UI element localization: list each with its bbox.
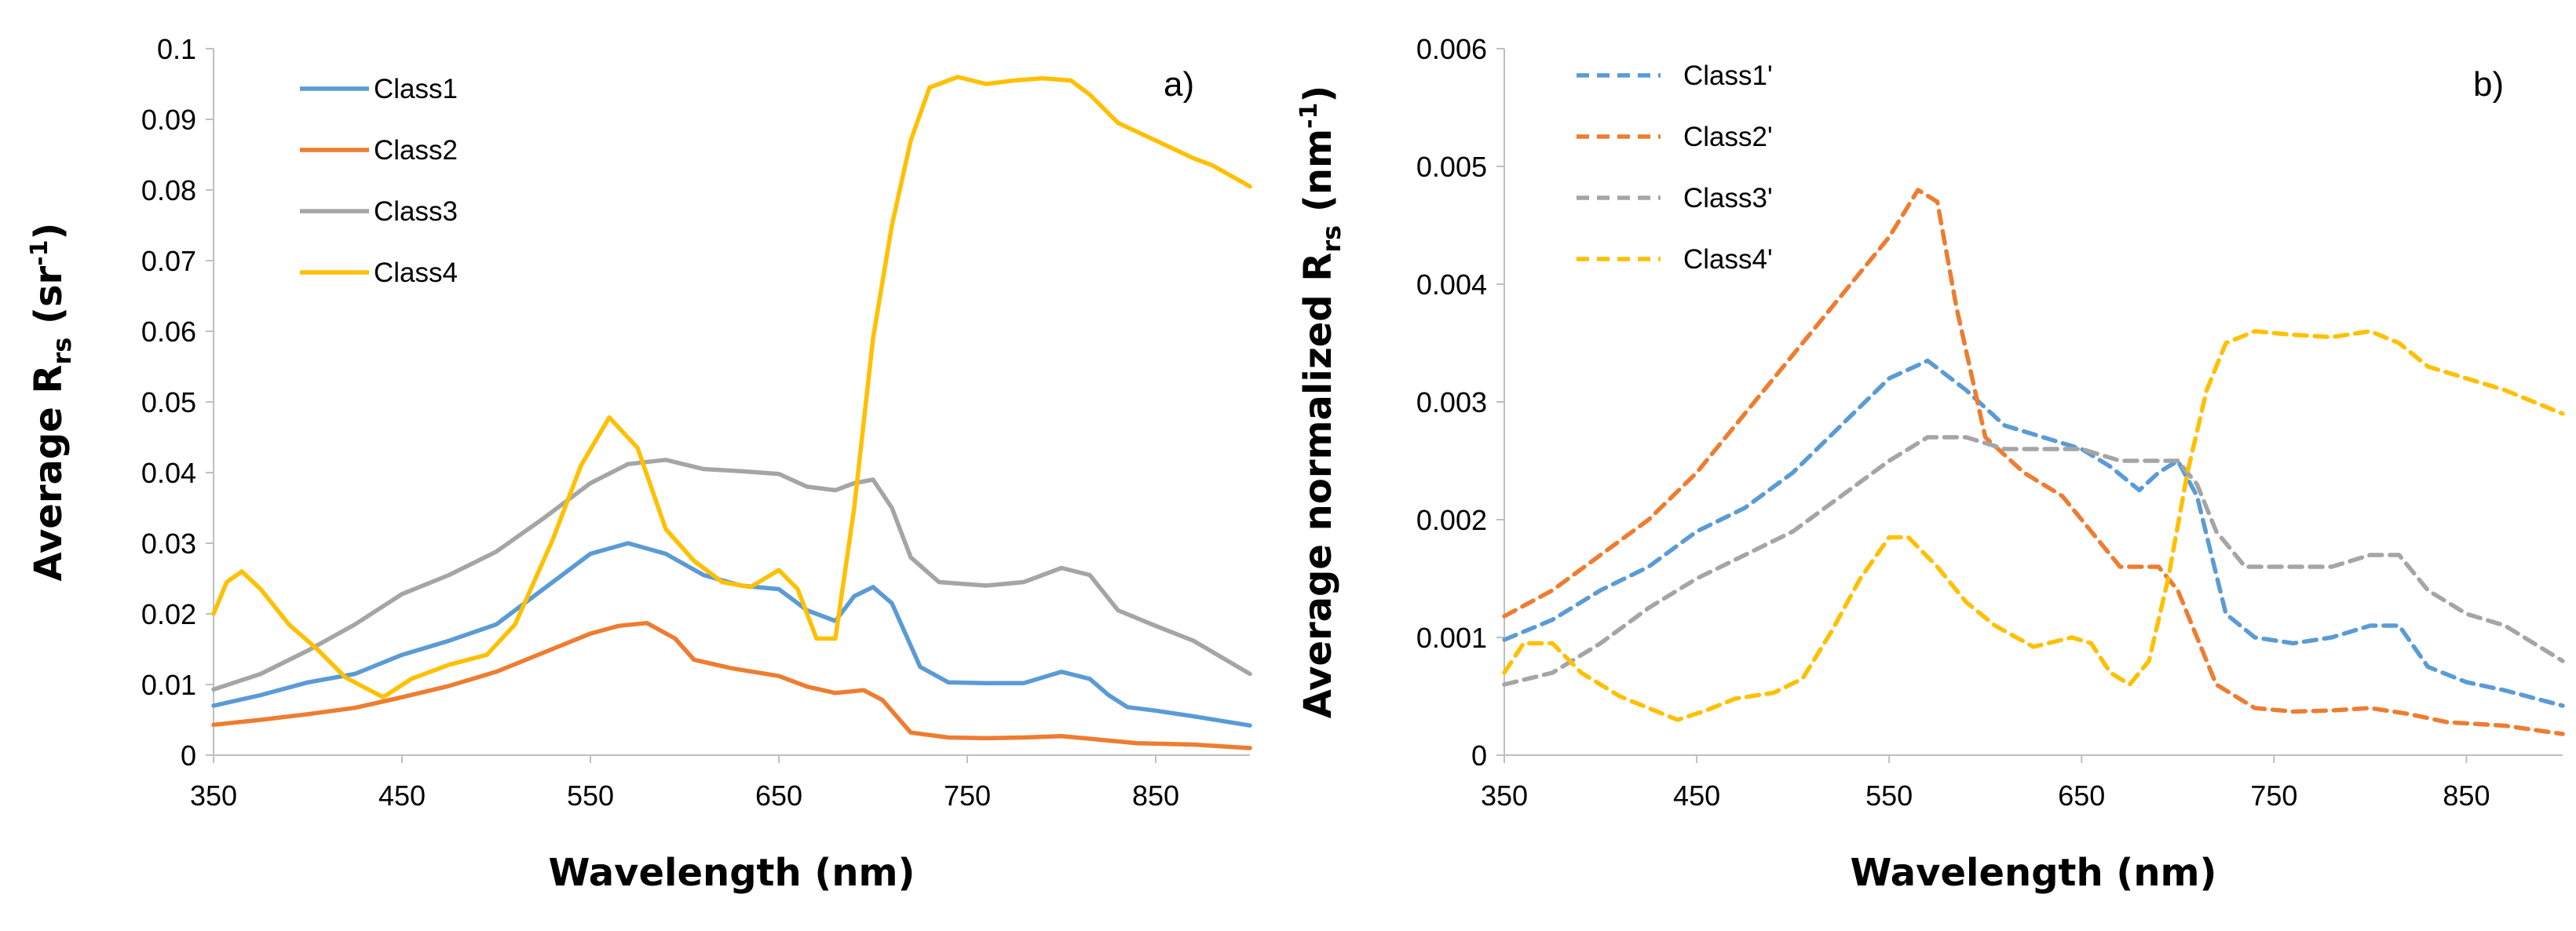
x-tick-label: 450 xyxy=(1673,779,1720,812)
series-line-class2 xyxy=(1502,188,2565,736)
y-tick-label: 0.03 xyxy=(141,528,196,560)
y-axis-title-main: Average R xyxy=(27,365,71,582)
x-tick-label: 750 xyxy=(2250,779,2297,812)
legend-label: Class3 xyxy=(374,196,458,227)
y-axis-title-superscript: -1 xyxy=(1295,103,1323,129)
series-line-class3 xyxy=(211,458,1252,692)
y-tick-label: 0.006 xyxy=(1416,33,1487,65)
y-tick-label: 0.004 xyxy=(1416,268,1487,301)
y-tick-label: 0.1 xyxy=(157,33,196,65)
y-tick-label: 0.04 xyxy=(141,457,196,489)
series-line-class4 xyxy=(1502,329,2565,722)
x-tick-label: 450 xyxy=(378,779,426,812)
x-tick-label: 650 xyxy=(2058,779,2105,812)
y-axis-title-subscript: rs xyxy=(1317,225,1346,253)
y-axis-title-unit: (nm xyxy=(1296,129,1340,225)
series-line-class2 xyxy=(211,620,1252,750)
y-tick-label: 0.08 xyxy=(141,174,196,206)
x-axis-title: Wavelength (nm) xyxy=(549,851,915,895)
y-axis-title-unit: (sr xyxy=(27,265,71,337)
y-axis-title-close: ) xyxy=(1296,86,1340,103)
chart-panel-a: 0 0.01 0.02 0.03 0.04 0.05 0.06 0.07 0.08 0.09 0.1… xyxy=(26,33,1252,895)
legend-label: Class2' xyxy=(1683,122,1773,152)
y-tick-label: 0.002 xyxy=(1416,504,1487,536)
y-tick-label: 0.05 xyxy=(141,386,196,418)
legend-label: Class4 xyxy=(374,257,458,288)
series-line-class1 xyxy=(1502,358,2565,708)
y-tick-label: 0 xyxy=(181,739,196,772)
y-axis-title: Average normalized Rrs (nm-1) xyxy=(1295,86,1346,719)
legend-label: Class3' xyxy=(1683,183,1773,214)
x-axis-title: Wavelength (nm) xyxy=(1851,851,2217,895)
x-tick-label: 750 xyxy=(944,779,991,812)
series-line-class4 xyxy=(211,75,1252,699)
legend-label: Class1 xyxy=(374,74,458,104)
x-tick-label: 850 xyxy=(2443,779,2490,812)
y-tick-label: 0.001 xyxy=(1416,622,1487,654)
y-tick-label: 0 xyxy=(1471,739,1487,772)
y-tick-label: 0.07 xyxy=(141,245,196,277)
y-tick-label: 0.09 xyxy=(141,104,196,136)
series-line-class3 xyxy=(1502,435,2565,687)
panel-label: b) xyxy=(2473,65,2504,104)
y-tick-label: 0.005 xyxy=(1416,151,1487,183)
y-tick-label: 0.01 xyxy=(141,669,196,701)
y-axis-title-close: ) xyxy=(27,223,71,240)
panel-label: a) xyxy=(1164,65,1194,104)
y-tick-label: 0.06 xyxy=(141,316,196,348)
chart-panel-b: 0 0.001 0.002 0.003 0.004 0.005 0.006 350 450 550… xyxy=(1295,33,2565,895)
y-tick-label: 0.003 xyxy=(1416,386,1487,418)
y-axis-title: Average Rrs (sr-1) xyxy=(26,223,77,582)
y-axis-title-subscript: rs xyxy=(47,338,77,365)
legend-label: Class1' xyxy=(1683,60,1773,91)
x-tick-label: 550 xyxy=(567,779,614,812)
x-tick-label: 550 xyxy=(1865,779,1913,812)
x-tick-label: 850 xyxy=(1132,779,1179,812)
x-tick-label: 350 xyxy=(190,779,237,812)
y-tick-label: 0.02 xyxy=(141,598,196,630)
y-axis-title-main: Average normalized R xyxy=(1296,253,1340,719)
x-tick-label: 650 xyxy=(755,779,802,812)
series-line-class1 xyxy=(211,541,1252,728)
legend-label: Class4' xyxy=(1683,244,1773,275)
x-tick-label: 350 xyxy=(1481,779,1528,812)
y-axis-title-superscript: -1 xyxy=(26,239,53,265)
legend-label: Class2 xyxy=(374,135,458,166)
